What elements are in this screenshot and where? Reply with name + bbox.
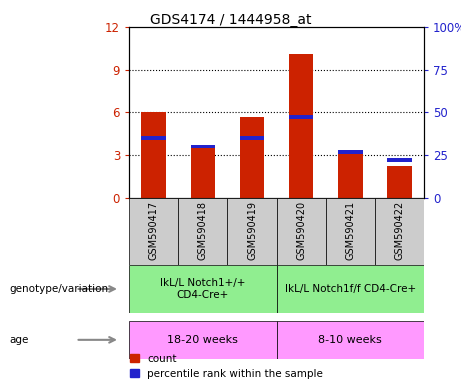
Text: GSM590419: GSM590419 (247, 200, 257, 260)
Bar (142, 136, 166, 140)
Text: 18-20 weeks: 18-20 weeks (167, 335, 238, 345)
Bar (289, 54, 313, 198)
Bar (387, 158, 412, 162)
Bar (289, 116, 313, 119)
Bar (387, 166, 412, 198)
Bar (240, 136, 264, 140)
Bar (227, 198, 277, 265)
Text: GSM590422: GSM590422 (395, 200, 405, 260)
Text: genotype/variation: genotype/variation (9, 284, 108, 294)
Bar (142, 112, 166, 198)
Bar (190, 146, 215, 198)
Text: GSM590420: GSM590420 (296, 200, 306, 260)
Bar (326, 198, 375, 265)
Bar (375, 198, 424, 265)
Bar (277, 265, 424, 313)
Text: GSM590418: GSM590418 (198, 200, 208, 260)
Text: age: age (9, 335, 29, 345)
Bar (129, 198, 178, 265)
Bar (240, 117, 264, 198)
Text: GDS4174 / 1444958_at: GDS4174 / 1444958_at (150, 13, 311, 27)
Bar (277, 198, 326, 265)
Bar (338, 152, 363, 198)
Text: IkL/L Notch1+/+
CD4-Cre+: IkL/L Notch1+/+ CD4-Cre+ (160, 278, 246, 300)
Text: GSM590417: GSM590417 (148, 200, 159, 260)
Bar (190, 144, 215, 149)
Bar (129, 321, 277, 359)
Text: 8-10 weeks: 8-10 weeks (319, 335, 382, 345)
Text: IkL/L Notch1f/f CD4-Cre+: IkL/L Notch1f/f CD4-Cre+ (285, 284, 416, 294)
Text: GSM590421: GSM590421 (345, 200, 355, 260)
Bar (129, 265, 277, 313)
Bar (338, 150, 363, 154)
Bar (178, 198, 227, 265)
Bar (277, 321, 424, 359)
Legend: count, percentile rank within the sample: count, percentile rank within the sample (130, 354, 323, 379)
